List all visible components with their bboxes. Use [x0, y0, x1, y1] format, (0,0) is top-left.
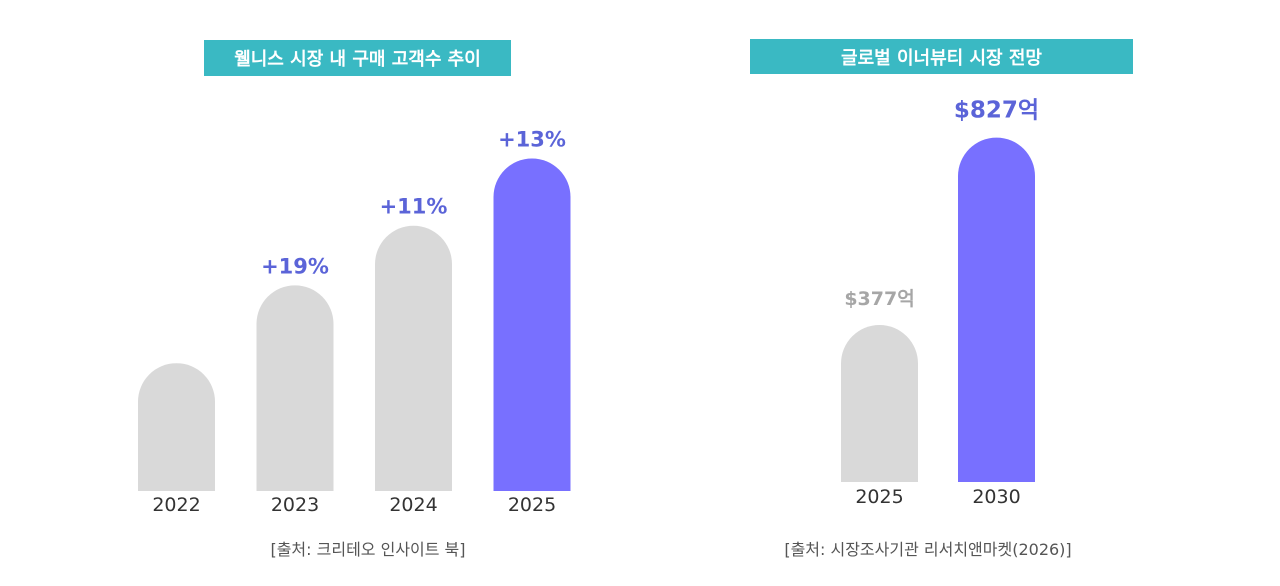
tick-label-2024: 2024 — [389, 494, 437, 516]
innerbeauty-chart-title: 글로벌 이너뷰티 시장 전망 — [750, 39, 1133, 74]
bar-2030 — [958, 137, 1035, 482]
wellness-chart-source: [출처: 크리테오 인사이트 북] — [270, 540, 466, 559]
bar-2022 — [138, 363, 215, 491]
data-label-2025: +13% — [498, 127, 566, 151]
bar-2025 — [841, 324, 918, 482]
tick-label-2022: 2022 — [152, 494, 200, 516]
innerbeauty-chart-panel: 2025 $377억 2030 $827억 글로벌 이너뷰티 시장 전망 [출처: 시… — [640, 0, 1280, 586]
innerbeauty-chart-svg: 2025 $377억 2030 $827억 — [841, 98, 1039, 508]
tick-label-2025: 2025 — [508, 494, 556, 516]
bar-2023 — [256, 285, 334, 491]
data-label-2024: +11% — [380, 195, 448, 219]
wellness-chart-svg: 2022 2023 +19% 2024 +11% 2025 +13% — [138, 127, 571, 516]
data-label-2025: $377억 — [844, 288, 914, 310]
data-label-2023: +19% — [261, 254, 329, 278]
data-label-2030: $827억 — [954, 98, 1039, 124]
tick-label-2023: 2023 — [271, 494, 319, 516]
bar-2025 — [493, 158, 571, 491]
bar-2024 — [375, 225, 452, 491]
innerbeauty-chart-source: [출처: 시장조사기관 리서치앤마켓(2026)] — [784, 540, 1072, 559]
tick-label-2030: 2030 — [972, 486, 1020, 508]
wellness-chart-title: 웰니스 시장 내 구매 고객수 추이 — [204, 40, 511, 76]
tick-label-2025: 2025 — [855, 486, 903, 508]
wellness-chart-panel: 2022 2023 +19% 2024 +11% 2025 +13% 웰니스 시장 내 구매… — [138, 40, 571, 559]
